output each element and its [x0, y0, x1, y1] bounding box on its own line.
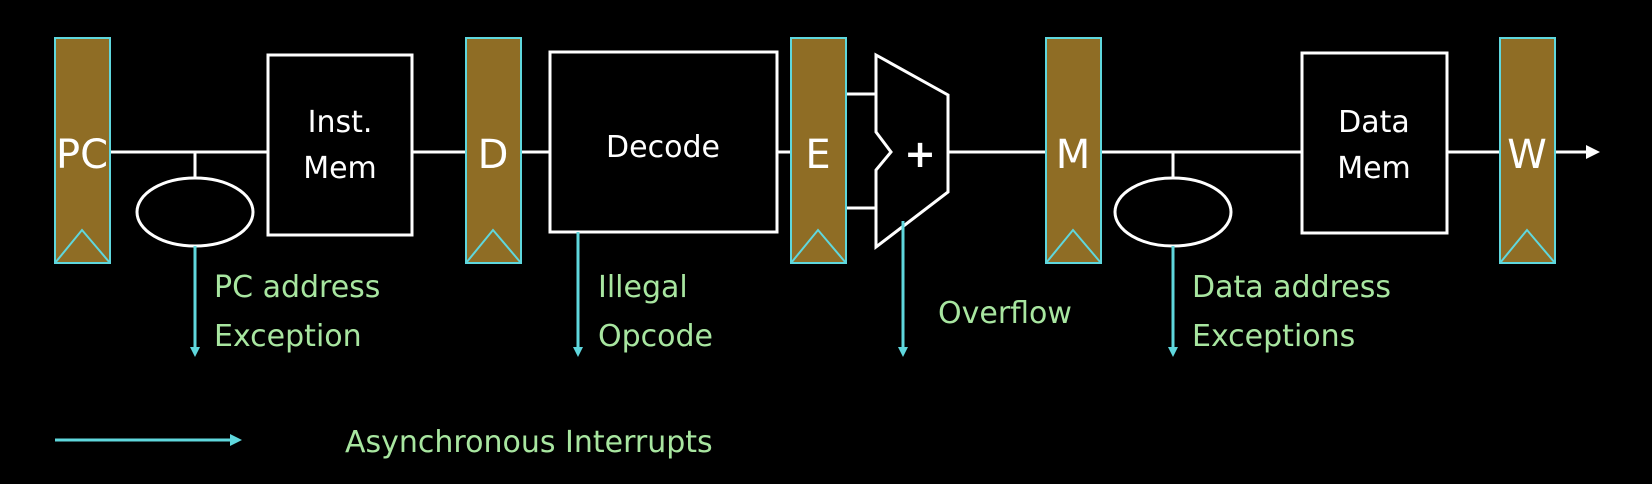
data-address-label-line2: Exceptions — [1192, 319, 1355, 354]
inst-mem-label-line2: Mem — [303, 151, 377, 186]
register-label-d: D — [478, 132, 509, 178]
data-mem-block: Data Mem — [1300, 51, 1449, 235]
wire-out-arrowhead — [1586, 145, 1600, 159]
pc-address-check-ellipse — [135, 176, 255, 248]
illegal-opcode-exception: Illegal Opcode — [573, 232, 713, 357]
register-label-pc: PC — [56, 132, 108, 178]
pc-address-label-line1: PC address — [214, 270, 380, 305]
alu-block: + — [874, 52, 950, 251]
pipeline-register-e: E — [790, 37, 847, 264]
decode-block: Decode — [548, 50, 779, 234]
inst-mem-label-line1: Inst. — [308, 105, 373, 140]
legend: Asynchronous Interrupts — [55, 425, 713, 460]
pipeline-register-m: M — [1045, 37, 1102, 264]
register-label-w: W — [1507, 132, 1547, 178]
overflow-label: Overflow — [938, 296, 1072, 331]
illegal-opcode-label-line1: Illegal — [598, 270, 688, 305]
data-mem-label-line1: Data — [1338, 105, 1410, 140]
pipeline-register-w: W — [1499, 37, 1556, 264]
data-mem-label-line2: Mem — [1337, 151, 1411, 186]
data-address-exception: Data address Exceptions — [1113, 152, 1391, 357]
register-label-e: E — [805, 132, 830, 178]
pc-address-exception: PC address Exception — [135, 152, 380, 357]
data-address-label-line1: Data address — [1192, 270, 1391, 305]
legend-async-interrupts-label: Asynchronous Interrupts — [345, 425, 713, 460]
pc-address-label-line2: Exception — [214, 319, 362, 354]
inst-mem-block: Inst. Mem — [266, 53, 414, 237]
decode-label: Decode — [606, 130, 720, 165]
pipeline-register-pc: PC — [54, 37, 111, 264]
pipeline-register-d: D — [465, 37, 522, 264]
alu-symbol: + — [904, 132, 936, 176]
overflow-exception: Overflow — [898, 221, 1072, 357]
data-address-check-ellipse — [1113, 176, 1233, 248]
illegal-opcode-label-line2: Opcode — [598, 319, 713, 354]
register-label-m: M — [1056, 132, 1091, 178]
datapath-wires — [110, 92, 1600, 210]
